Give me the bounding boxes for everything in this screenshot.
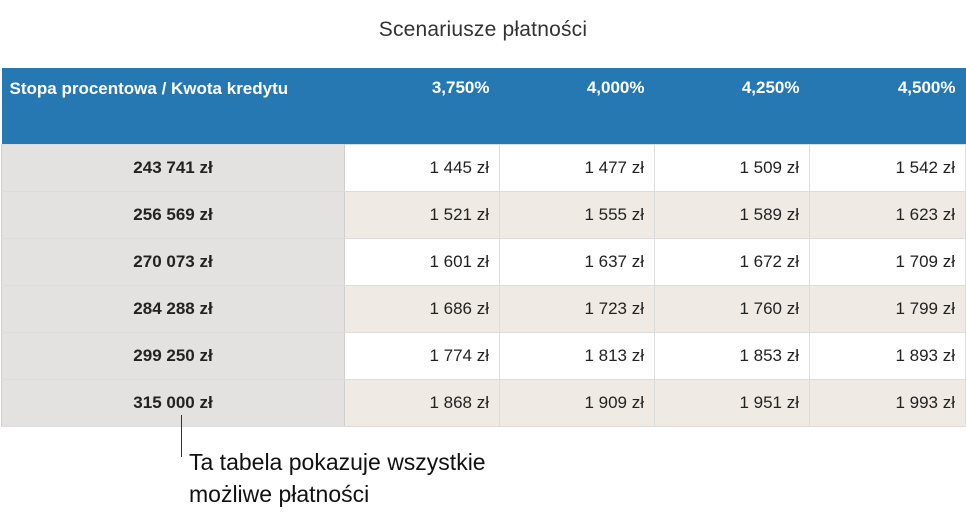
payment-cell: 1 799 zł [809,285,966,333]
loan-amount-cell: 284 288 zł [1,285,345,333]
corner-header: Stopa procentowa / Kwota kredytu [1,68,345,145]
payment-scenarios-table: Stopa procentowa / Kwota kredytu 3,750% … [1,68,966,427]
header-row: Stopa procentowa / Kwota kredytu 3,750% … [1,68,966,145]
payment-cell: 1 672 zł [654,238,810,286]
rate-header: 4,500% [809,68,966,145]
loan-amount-cell: 299 250 zł [1,332,345,380]
payment-cell: 1 723 zł [499,285,655,333]
table-row: 299 250 zł 1 774 zł 1 813 zł 1 853 zł 1 … [1,332,966,380]
payment-cell: 1 542 zł [809,144,966,192]
loan-amount-cell: 270 073 zł [1,238,345,286]
rate-header: 4,000% [499,68,655,145]
table-row: 284 288 zł 1 686 zł 1 723 zł 1 760 zł 1 … [1,285,966,333]
payment-cell: 1 686 zł [344,285,500,333]
payment-cell: 1 868 zł [344,379,500,427]
payment-cell: 1 521 zł [344,191,500,239]
table-row: 315 000 zł 1 868 zł 1 909 zł 1 951 zł 1 … [1,379,966,427]
payment-cell: 1 555 zł [499,191,655,239]
payment-cell: 1 709 zł [809,238,966,286]
payment-cell: 1 813 zł [499,332,655,380]
payment-cell: 1 951 zł [654,379,810,427]
payment-cell: 1 637 zł [499,238,655,286]
payment-cell: 1 623 zł [809,191,966,239]
loan-amount-cell: 256 569 zł [1,191,345,239]
callout-line [181,415,182,457]
payment-cell: 1 993 zł [809,379,966,427]
loan-amount-cell: 315 000 zł [1,379,345,427]
payment-cell: 1 909 zł [499,379,655,427]
callout-text: Ta tabela pokazuje wszystkie możliwe pła… [189,446,486,510]
payment-cell: 1 853 zł [654,332,810,380]
table-row: 270 073 zł 1 601 zł 1 637 zł 1 672 zł 1 … [1,238,966,286]
table-row: 256 569 zł 1 521 zł 1 555 zł 1 589 zł 1 … [1,191,966,239]
payment-cell: 1 477 zł [499,144,655,192]
callout-line-1: Ta tabela pokazuje wszystkie [189,449,486,475]
payment-cell: 1 760 zł [654,285,810,333]
loan-amount-cell: 243 741 zł [1,144,345,192]
payment-cell: 1 893 zł [809,332,966,380]
rate-header: 4,250% [654,68,810,145]
payment-cell: 1 509 zł [654,144,810,192]
payment-cell: 1 445 zł [344,144,500,192]
payment-cell: 1 774 zł [344,332,500,380]
payment-cell: 1 601 zł [344,238,500,286]
callout-line-2: możliwe płatności [189,481,370,507]
table-title: Scenariusze płatności [378,18,588,41]
payment-cell: 1 589 zł [654,191,810,239]
table-row: 243 741 zł 1 445 zł 1 477 zł 1 509 zł 1 … [1,144,966,192]
rate-header: 3,750% [344,68,500,145]
